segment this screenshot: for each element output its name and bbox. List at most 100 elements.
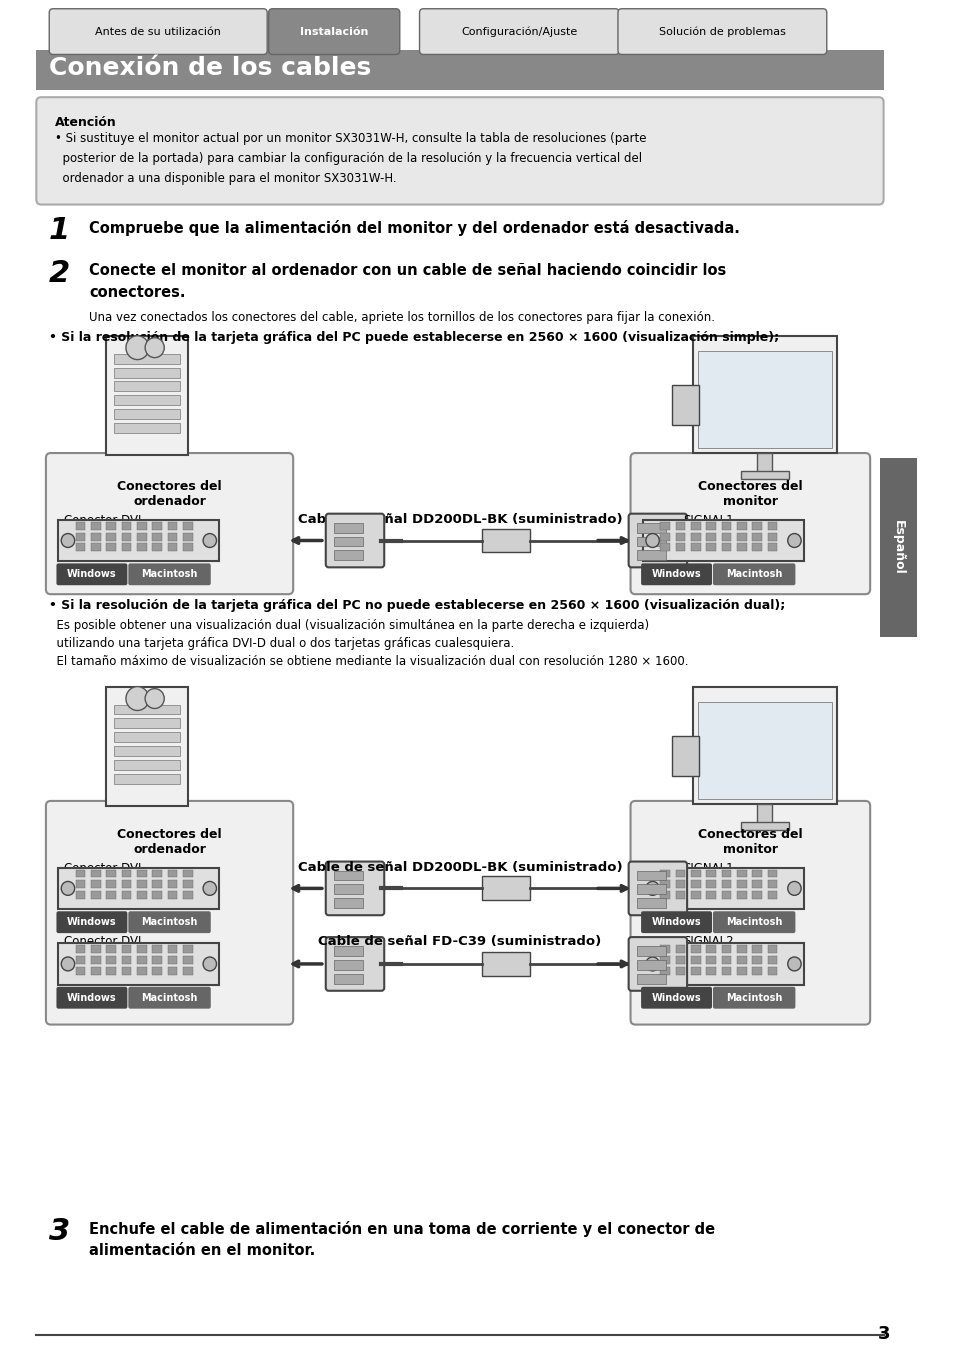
- Bar: [740, 471, 788, 479]
- Text: • Si la resolución de la tarjeta gráfica del PC no puede establecerse en 2560 × : • Si la resolución de la tarjeta gráfica…: [49, 599, 784, 612]
- FancyBboxPatch shape: [50, 8, 267, 54]
- Bar: [736, 956, 746, 964]
- FancyBboxPatch shape: [46, 801, 293, 1025]
- Bar: [705, 880, 715, 888]
- Bar: [36, 50, 882, 90]
- Bar: [168, 532, 177, 540]
- Text: Macintosh: Macintosh: [725, 992, 781, 1003]
- Text: Windows: Windows: [651, 917, 700, 927]
- Bar: [659, 891, 669, 899]
- Bar: [675, 532, 684, 540]
- Bar: [675, 956, 684, 964]
- Bar: [767, 880, 777, 888]
- Bar: [720, 891, 730, 899]
- Circle shape: [645, 882, 659, 895]
- Bar: [752, 891, 761, 899]
- Bar: [637, 960, 665, 969]
- Bar: [335, 898, 363, 909]
- Text: Conexión de los cables: Conexión de los cables: [49, 57, 371, 81]
- Text: Conectores del
monitor: Conectores del monitor: [698, 828, 801, 856]
- Bar: [690, 869, 700, 878]
- Bar: [152, 544, 162, 551]
- Bar: [671, 736, 698, 776]
- Bar: [720, 956, 730, 964]
- Bar: [183, 532, 193, 540]
- Circle shape: [61, 957, 74, 971]
- Bar: [137, 869, 147, 878]
- FancyBboxPatch shape: [628, 937, 686, 991]
- Bar: [113, 382, 180, 391]
- Text: • Si sustituye el monitor actual por un monitor SX3031W-H, consulte la tabla de : • Si sustituye el monitor actual por un …: [54, 132, 645, 144]
- Bar: [690, 544, 700, 551]
- Text: Español: Español: [890, 520, 903, 575]
- Bar: [91, 544, 100, 551]
- Bar: [152, 891, 162, 899]
- Bar: [690, 891, 700, 899]
- Text: Conectores del
ordenador: Conectores del ordenador: [117, 479, 222, 508]
- Circle shape: [126, 687, 149, 710]
- Bar: [91, 521, 100, 529]
- Bar: [659, 869, 669, 878]
- Bar: [106, 891, 115, 899]
- Text: SIGNAL1: SIGNAL1: [682, 861, 733, 875]
- Text: Conector DVI: Conector DVI: [64, 513, 141, 526]
- Bar: [736, 967, 746, 975]
- Text: SIGNAL1: SIGNAL1: [682, 513, 733, 526]
- Text: Cable de señal FD-C39 (suministrado): Cable de señal FD-C39 (suministrado): [318, 936, 601, 948]
- Bar: [705, 544, 715, 551]
- Bar: [752, 544, 761, 551]
- Bar: [720, 544, 730, 551]
- Bar: [335, 551, 363, 560]
- Bar: [675, 967, 684, 975]
- Bar: [183, 880, 193, 888]
- Text: Windows: Windows: [651, 570, 700, 579]
- Bar: [659, 945, 669, 953]
- Bar: [183, 869, 193, 878]
- Text: 1: 1: [49, 216, 70, 246]
- Bar: [637, 898, 665, 909]
- Text: Atención: Atención: [54, 116, 116, 130]
- Bar: [106, 336, 188, 455]
- FancyBboxPatch shape: [129, 563, 211, 586]
- Bar: [113, 354, 180, 363]
- Bar: [335, 946, 363, 956]
- Bar: [767, 945, 777, 953]
- Circle shape: [126, 336, 149, 359]
- Bar: [752, 869, 761, 878]
- Bar: [335, 960, 363, 969]
- Text: ordenador a una disponible para el monitor SX3031W-H.: ordenador a una disponible para el monit…: [54, 171, 395, 185]
- Bar: [121, 891, 132, 899]
- Bar: [121, 967, 132, 975]
- Bar: [106, 544, 115, 551]
- Bar: [690, 967, 700, 975]
- Bar: [642, 520, 803, 562]
- Circle shape: [645, 957, 659, 971]
- Text: Macintosh: Macintosh: [141, 570, 197, 579]
- Bar: [690, 521, 700, 529]
- Text: 3: 3: [49, 1218, 70, 1246]
- Bar: [637, 884, 665, 894]
- Bar: [482, 952, 530, 976]
- Bar: [75, 967, 85, 975]
- Bar: [335, 522, 363, 532]
- FancyBboxPatch shape: [56, 911, 128, 933]
- Bar: [482, 529, 530, 552]
- Circle shape: [145, 338, 164, 358]
- FancyBboxPatch shape: [269, 8, 399, 54]
- Bar: [168, 869, 177, 878]
- Bar: [168, 956, 177, 964]
- Bar: [637, 551, 665, 560]
- Bar: [767, 869, 777, 878]
- Circle shape: [645, 533, 659, 548]
- Text: 2: 2: [49, 259, 70, 288]
- Text: Una vez conectados los conectores del cable, apriete los tornillos de los conect: Una vez conectados los conectores del ca…: [89, 310, 715, 324]
- Text: Macintosh: Macintosh: [141, 992, 197, 1003]
- Bar: [137, 956, 147, 964]
- Bar: [736, 945, 746, 953]
- Bar: [690, 945, 700, 953]
- Bar: [58, 868, 219, 910]
- Bar: [705, 891, 715, 899]
- Bar: [675, 544, 684, 551]
- FancyBboxPatch shape: [712, 987, 795, 1008]
- Bar: [767, 532, 777, 540]
